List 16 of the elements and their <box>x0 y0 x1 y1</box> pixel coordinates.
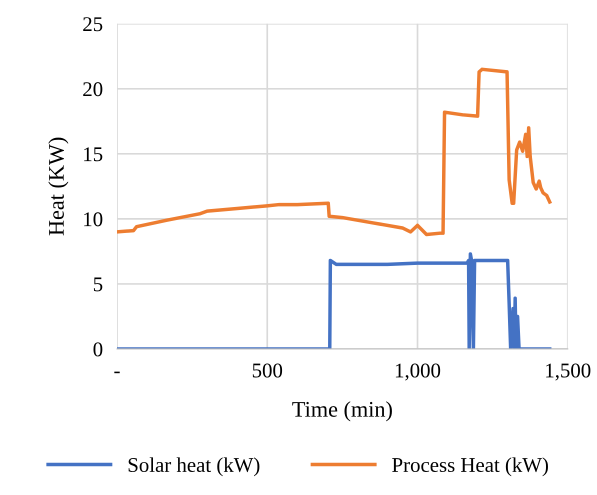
x-tick-label: 500 <box>252 363 282 378</box>
line-series <box>117 68 552 236</box>
x-axis-title: Time (min) <box>292 401 392 422</box>
legend-label: Process Heat (kW) <box>392 457 548 476</box>
legend-label: Solar heat (kW) <box>128 457 260 476</box>
x-tick-label: 1,500 <box>546 363 590 381</box>
y-tick-label: 25 <box>83 17 102 32</box>
y-tick-label: 10 <box>84 212 102 226</box>
line-series <box>117 252 552 349</box>
y-axis-title: Heat (KW) <box>48 138 68 236</box>
x-tick-label: - <box>114 372 120 374</box>
x-tick-label: 1,000 <box>396 363 440 381</box>
y-tick-label: 15 <box>84 147 102 162</box>
y-tick-label: 0 <box>94 342 102 356</box>
y-tick-label: 5 <box>94 278 102 292</box>
y-tick-label: 20 <box>83 82 102 96</box>
